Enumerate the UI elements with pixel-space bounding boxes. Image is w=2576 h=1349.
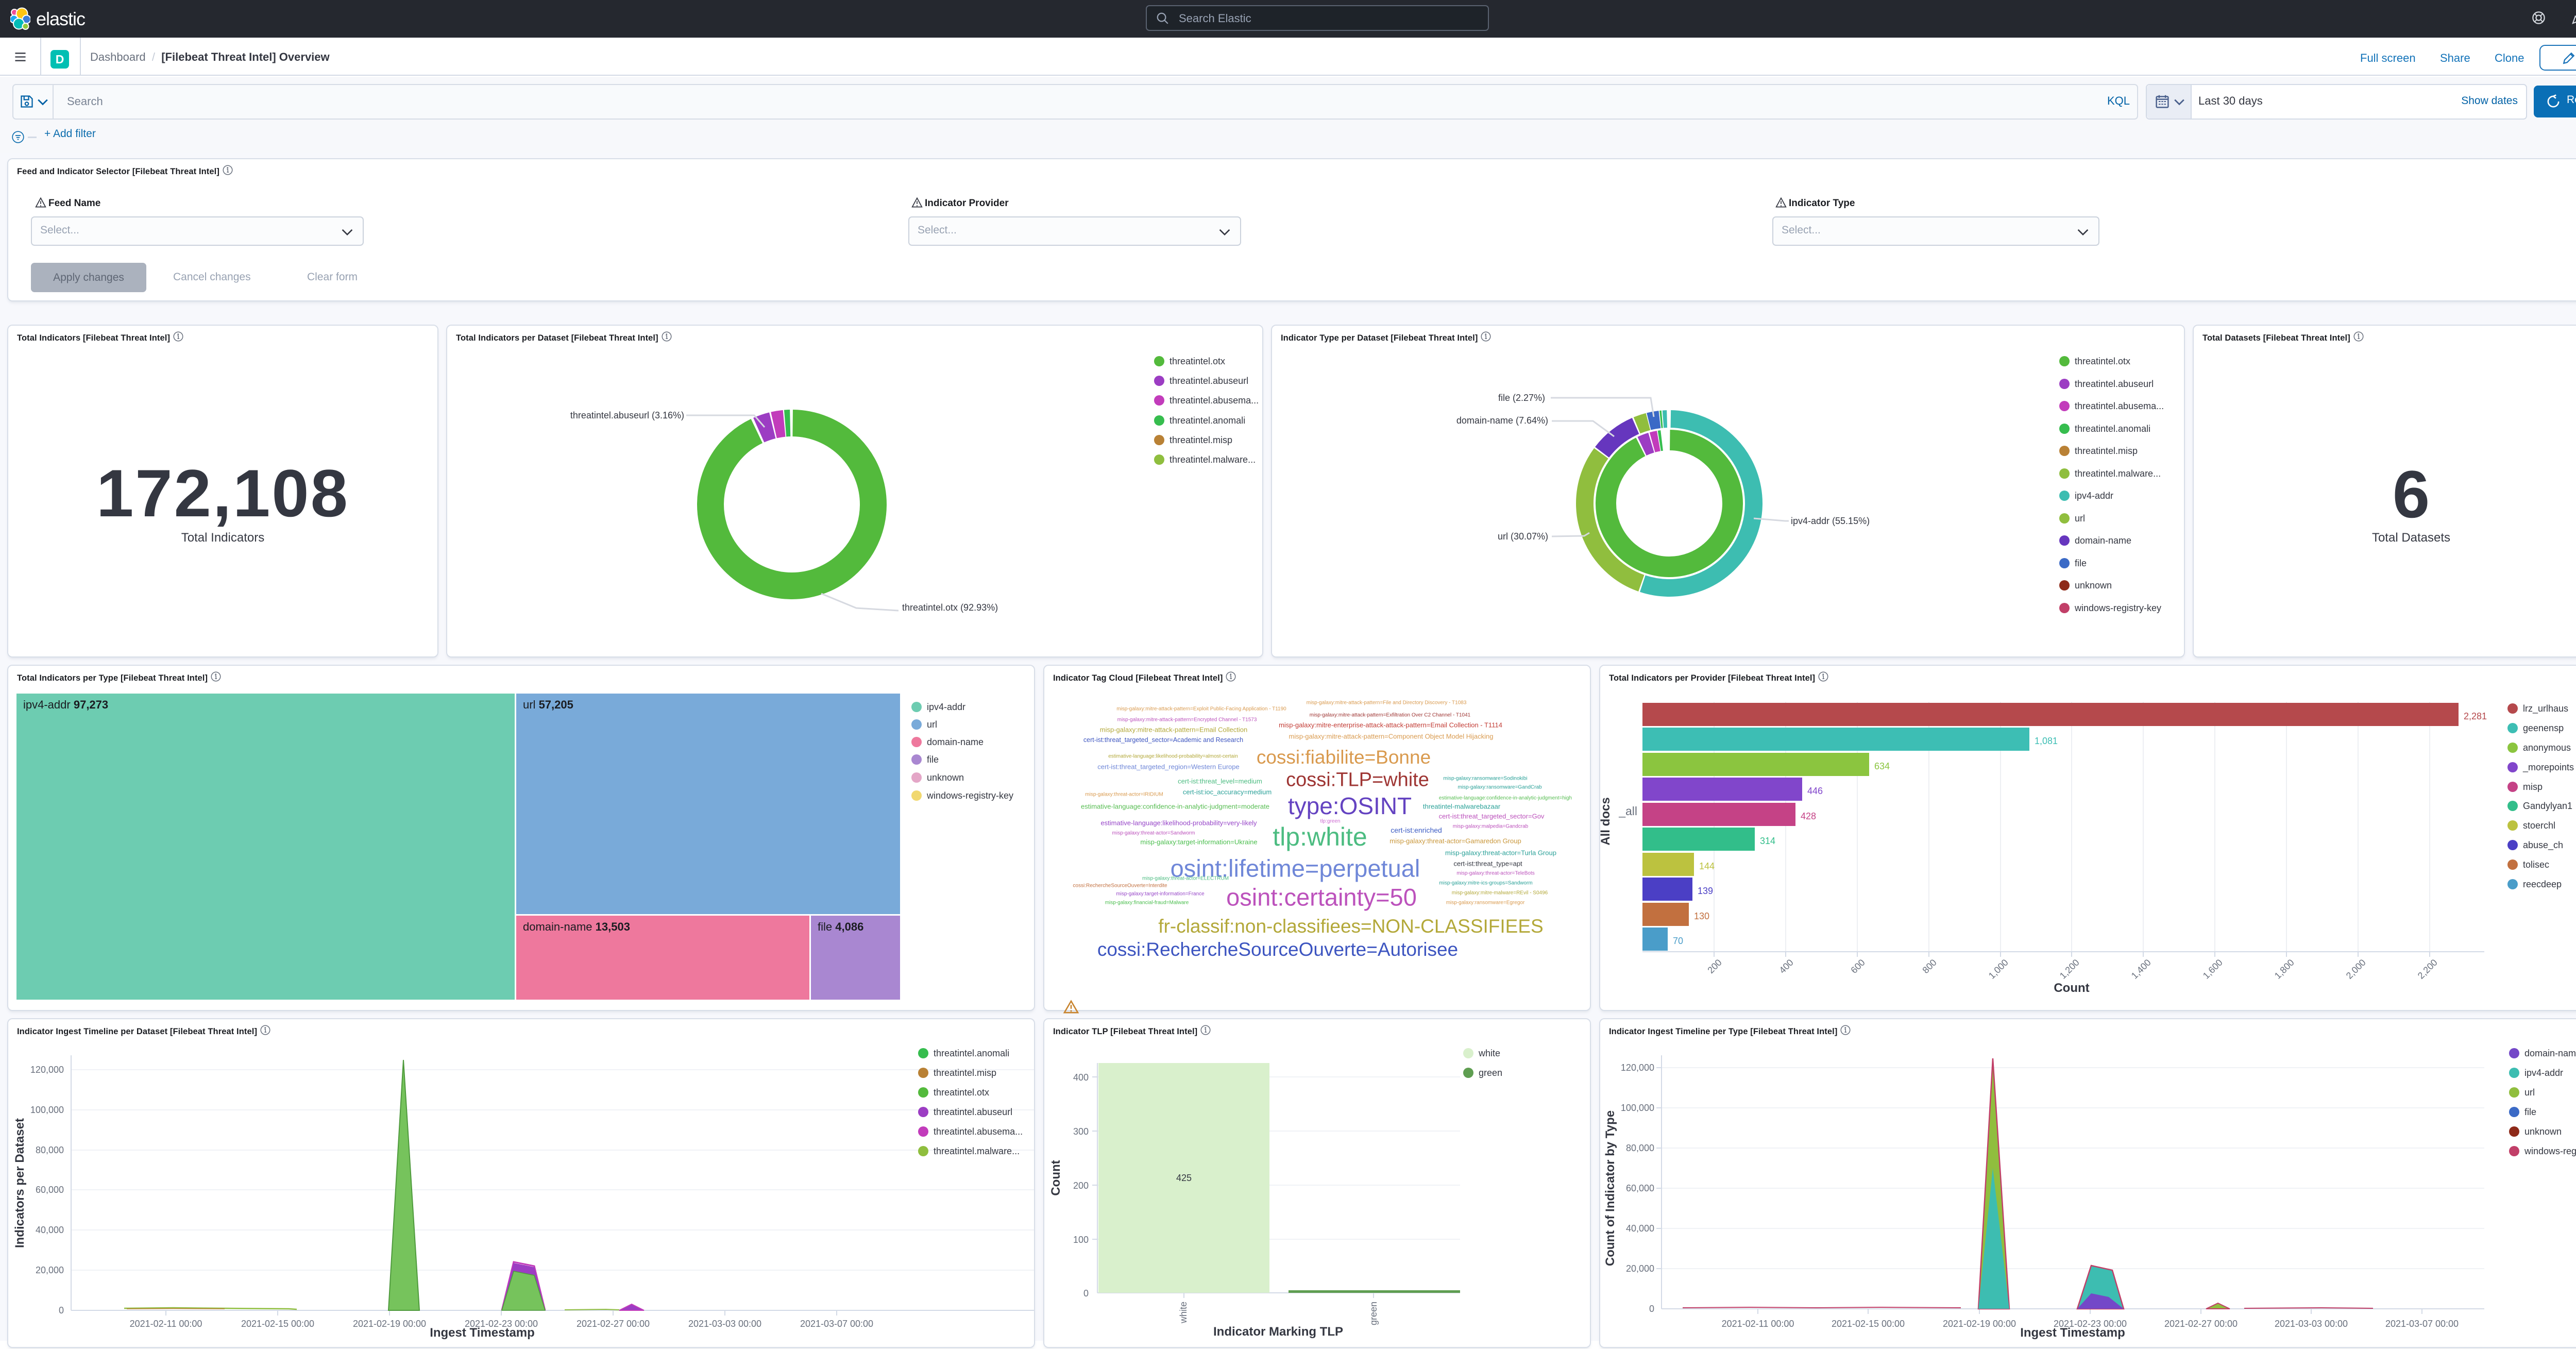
svg-text:All docs: All docs bbox=[1600, 797, 1613, 845]
svg-text:2021-03-07 00:00: 2021-03-07 00:00 bbox=[800, 1319, 873, 1329]
svg-text:400: 400 bbox=[1073, 1072, 1089, 1083]
svg-text:Indicator Marking TLP: Indicator Marking TLP bbox=[1213, 1325, 1343, 1339]
svg-text:634: 634 bbox=[1874, 761, 1890, 771]
svg-text:2021-02-19 00:00: 2021-02-19 00:00 bbox=[1943, 1319, 2016, 1329]
svg-text:200: 200 bbox=[1705, 957, 1723, 975]
svg-text:2021-02-27 00:00: 2021-02-27 00:00 bbox=[2164, 1319, 2238, 1329]
svg-text:0: 0 bbox=[1649, 1304, 1654, 1314]
svg-text:800: 800 bbox=[1920, 957, 1938, 975]
svg-text:40,000: 40,000 bbox=[36, 1225, 64, 1235]
svg-text:Ingest Timestamp: Ingest Timestamp bbox=[430, 1326, 535, 1340]
svg-text:2021-02-27 00:00: 2021-02-27 00:00 bbox=[577, 1319, 650, 1329]
svg-text:60,000: 60,000 bbox=[36, 1185, 64, 1195]
svg-text:Indicators per Dataset: Indicators per Dataset bbox=[13, 1118, 27, 1248]
svg-text:2,281: 2,281 bbox=[2464, 711, 2487, 721]
svg-text:20,000: 20,000 bbox=[1626, 1263, 1654, 1274]
svg-text:446: 446 bbox=[1807, 786, 1823, 796]
svg-text:425: 425 bbox=[1176, 1173, 1192, 1183]
svg-text:314: 314 bbox=[1760, 836, 1775, 846]
svg-text:400: 400 bbox=[1777, 957, 1795, 975]
svg-text:60,000: 60,000 bbox=[1626, 1183, 1654, 1193]
svg-text:80,000: 80,000 bbox=[36, 1145, 64, 1155]
svg-text:ipv4-addr (55.15%): ipv4-addr (55.15%) bbox=[1791, 516, 1870, 526]
svg-text:2021-02-19 00:00: 2021-02-19 00:00 bbox=[353, 1319, 426, 1329]
svg-text:100,000: 100,000 bbox=[1621, 1103, 1654, 1113]
svg-text:2021-02-15 00:00: 2021-02-15 00:00 bbox=[241, 1319, 314, 1329]
svg-text:2021-03-07 00:00: 2021-03-07 00:00 bbox=[2385, 1319, 2459, 1329]
svg-text:Count: Count bbox=[1049, 1160, 1063, 1195]
svg-text:428: 428 bbox=[1801, 811, 1816, 821]
svg-text:Ingest Timestamp: Ingest Timestamp bbox=[2020, 1326, 2125, 1340]
svg-text:threatintel.otx (92.93%): threatintel.otx (92.93%) bbox=[902, 602, 998, 613]
svg-text:2021-03-03 00:00: 2021-03-03 00:00 bbox=[2275, 1319, 2348, 1329]
svg-text:1,000: 1,000 bbox=[1987, 957, 2010, 981]
svg-text:_all: _all bbox=[1618, 804, 1637, 818]
svg-text:1,400: 1,400 bbox=[2129, 957, 2153, 981]
svg-text:20,000: 20,000 bbox=[36, 1265, 64, 1275]
svg-text:2021-02-23 00:00: 2021-02-23 00:00 bbox=[2054, 1319, 2127, 1329]
svg-text:Count: Count bbox=[2054, 981, 2089, 995]
svg-text:1,081: 1,081 bbox=[2035, 736, 2058, 746]
svg-text:file (2.27%): file (2.27%) bbox=[1498, 393, 1545, 403]
svg-text:url (30.07%): url (30.07%) bbox=[1498, 531, 1548, 542]
svg-text:130: 130 bbox=[1694, 911, 1709, 921]
svg-text:white: white bbox=[1178, 1302, 1189, 1324]
svg-text:2021-02-15 00:00: 2021-02-15 00:00 bbox=[1832, 1319, 1905, 1329]
svg-text:80,000: 80,000 bbox=[1626, 1143, 1654, 1153]
svg-text:120,000: 120,000 bbox=[1621, 1063, 1654, 1073]
svg-text:300: 300 bbox=[1073, 1126, 1089, 1137]
svg-text:70: 70 bbox=[1673, 936, 1683, 946]
svg-text:200: 200 bbox=[1073, 1181, 1089, 1191]
svg-text:2021-02-23 00:00: 2021-02-23 00:00 bbox=[465, 1319, 538, 1329]
svg-text:100,000: 100,000 bbox=[30, 1105, 64, 1115]
svg-text:144: 144 bbox=[1699, 861, 1715, 871]
svg-text:1,200: 1,200 bbox=[2058, 957, 2081, 981]
svg-text:2021-02-11 00:00: 2021-02-11 00:00 bbox=[130, 1319, 202, 1329]
svg-text:1,600: 1,600 bbox=[2201, 957, 2225, 981]
svg-text:0: 0 bbox=[1083, 1288, 1089, 1299]
svg-text:0: 0 bbox=[59, 1305, 64, 1316]
svg-text:Count of Indicator by Type: Count of Indicator by Type bbox=[1603, 1110, 1617, 1266]
svg-text:2,000: 2,000 bbox=[2344, 957, 2368, 981]
svg-text:40,000: 40,000 bbox=[1626, 1223, 1654, 1234]
svg-text:600: 600 bbox=[1849, 957, 1867, 975]
svg-text:139: 139 bbox=[1698, 886, 1713, 896]
svg-text:2021-02-11 00:00: 2021-02-11 00:00 bbox=[1722, 1319, 1794, 1329]
svg-text:1,800: 1,800 bbox=[2273, 957, 2296, 981]
svg-text:100: 100 bbox=[1073, 1235, 1089, 1245]
svg-text:2021-03-03 00:00: 2021-03-03 00:00 bbox=[688, 1319, 761, 1329]
svg-text:domain-name (7.64%): domain-name (7.64%) bbox=[1456, 415, 1548, 426]
svg-text:2,200: 2,200 bbox=[2416, 957, 2439, 981]
svg-text:threatintel.abuseurl (3.16%): threatintel.abuseurl (3.16%) bbox=[570, 410, 684, 420]
svg-text:green: green bbox=[1368, 1302, 1379, 1325]
svg-text:120,000: 120,000 bbox=[30, 1065, 64, 1075]
